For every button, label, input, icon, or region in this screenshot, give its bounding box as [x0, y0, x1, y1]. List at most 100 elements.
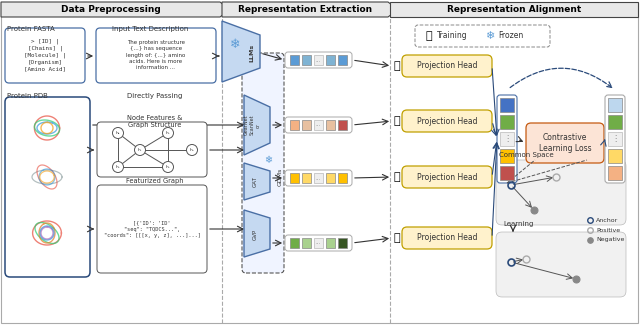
- Text: Projection Head: Projection Head: [417, 233, 477, 242]
- Bar: [326, 173, 335, 183]
- Text: 🔥: 🔥: [393, 116, 399, 126]
- Bar: [302, 173, 311, 183]
- Polygon shape: [244, 95, 270, 155]
- Polygon shape: [1, 2, 230, 17]
- Text: Positive: Positive: [596, 227, 620, 232]
- Bar: [608, 115, 622, 129]
- Text: h₃: h₃: [116, 165, 120, 169]
- Text: LLMs: LLMs: [250, 44, 255, 62]
- Text: [{'ID': 'ID'
"seq": "TQDCS...",
"coords": [[[x, y, z], ...]...]: [{'ID': 'ID' "seq": "TQDCS...", "coords"…: [104, 220, 200, 238]
- Text: ❄: ❄: [230, 38, 240, 51]
- Text: h₂: h₂: [116, 131, 120, 135]
- Text: 🔥: 🔥: [426, 31, 432, 41]
- Text: Directly Passing: Directly Passing: [127, 93, 182, 99]
- Text: ...: ...: [316, 58, 321, 62]
- FancyBboxPatch shape: [402, 110, 492, 132]
- Text: 🔥: 🔥: [393, 61, 399, 71]
- Text: Protein FASTA: Protein FASTA: [7, 26, 55, 32]
- Text: Learning: Learning: [503, 221, 533, 227]
- Bar: [608, 149, 622, 163]
- Text: Featurized Graph: Featurized Graph: [126, 178, 184, 184]
- Text: Protein PDB: Protein PDB: [7, 93, 48, 99]
- Bar: [290, 120, 299, 130]
- Text: Frozen: Frozen: [498, 32, 524, 41]
- FancyBboxPatch shape: [605, 95, 625, 183]
- Bar: [314, 238, 323, 248]
- Bar: [338, 120, 347, 130]
- Polygon shape: [390, 2, 638, 17]
- Text: Input Text Description: Input Text Description: [112, 26, 188, 32]
- Bar: [326, 238, 335, 248]
- Text: hₙ: hₙ: [189, 148, 195, 152]
- Bar: [314, 55, 323, 65]
- FancyBboxPatch shape: [97, 122, 207, 177]
- FancyBboxPatch shape: [402, 166, 492, 188]
- Text: Common Space: Common Space: [499, 152, 554, 158]
- Text: Node Features &
Graph Structure: Node Features & Graph Structure: [127, 115, 182, 128]
- FancyBboxPatch shape: [285, 52, 352, 68]
- Bar: [302, 55, 311, 65]
- Text: h₁: h₁: [138, 148, 142, 152]
- Bar: [338, 173, 347, 183]
- Bar: [500, 115, 514, 129]
- Circle shape: [186, 145, 198, 155]
- FancyBboxPatch shape: [96, 28, 216, 83]
- Text: Projection Head: Projection Head: [417, 173, 477, 181]
- FancyBboxPatch shape: [415, 25, 550, 47]
- FancyBboxPatch shape: [242, 53, 284, 273]
- Bar: [500, 132, 514, 146]
- FancyBboxPatch shape: [526, 123, 604, 163]
- Circle shape: [163, 127, 173, 138]
- Bar: [338, 55, 347, 65]
- Text: ⋮: ⋮: [611, 135, 619, 144]
- Text: GVP: GVP: [253, 228, 257, 240]
- FancyBboxPatch shape: [496, 160, 626, 225]
- Bar: [290, 173, 299, 183]
- FancyBboxPatch shape: [285, 117, 352, 133]
- Text: Projection Head: Projection Head: [417, 61, 477, 71]
- Polygon shape: [222, 21, 260, 82]
- Bar: [326, 55, 335, 65]
- Text: Anchor: Anchor: [596, 217, 618, 223]
- FancyBboxPatch shape: [97, 185, 207, 273]
- Text: h₆: h₆: [166, 165, 170, 169]
- Text: 🔥: 🔥: [393, 172, 399, 182]
- Circle shape: [113, 162, 124, 173]
- FancyBboxPatch shape: [402, 55, 492, 77]
- Circle shape: [163, 162, 173, 173]
- FancyBboxPatch shape: [5, 28, 85, 83]
- Polygon shape: [244, 210, 270, 257]
- Bar: [500, 149, 514, 163]
- Bar: [338, 238, 347, 248]
- Text: GearNet
ScanNet
or: GearNet ScanNet or: [244, 115, 260, 135]
- FancyBboxPatch shape: [5, 97, 90, 277]
- Text: 🔥: 🔥: [393, 233, 399, 243]
- Circle shape: [113, 127, 124, 138]
- Bar: [608, 166, 622, 180]
- Text: ❄: ❄: [485, 31, 495, 41]
- Polygon shape: [244, 163, 270, 200]
- Polygon shape: [222, 2, 398, 17]
- Text: Contrastive
Learning Loss: Contrastive Learning Loss: [539, 133, 591, 153]
- FancyBboxPatch shape: [497, 95, 517, 183]
- Bar: [326, 120, 335, 130]
- Text: Projection Head: Projection Head: [417, 116, 477, 125]
- Text: GDMs: GDMs: [278, 168, 282, 186]
- Circle shape: [134, 145, 145, 155]
- Text: The protein structure
{...} has sequence
length of: {...} amino
acids. Here is m: The protein structure {...} has sequence…: [126, 40, 186, 70]
- Text: ...: ...: [316, 240, 321, 245]
- Bar: [608, 132, 622, 146]
- Text: > [ID] |
[Chains] |
[Molecule] |
[Organism]
[Amino Acid]: > [ID] | [Chains] | [Molecule] | [Organi…: [24, 39, 66, 72]
- Bar: [500, 166, 514, 180]
- FancyBboxPatch shape: [402, 227, 492, 249]
- Bar: [290, 238, 299, 248]
- Text: GAT: GAT: [253, 176, 257, 188]
- Bar: [608, 98, 622, 112]
- Bar: [302, 238, 311, 248]
- Text: Representation Alignment: Representation Alignment: [447, 5, 581, 14]
- Text: Data Preprocessing: Data Preprocessing: [61, 5, 161, 14]
- Bar: [500, 98, 514, 112]
- Text: ❄: ❄: [264, 155, 272, 165]
- Text: Negative: Negative: [596, 238, 625, 242]
- FancyBboxPatch shape: [285, 235, 352, 251]
